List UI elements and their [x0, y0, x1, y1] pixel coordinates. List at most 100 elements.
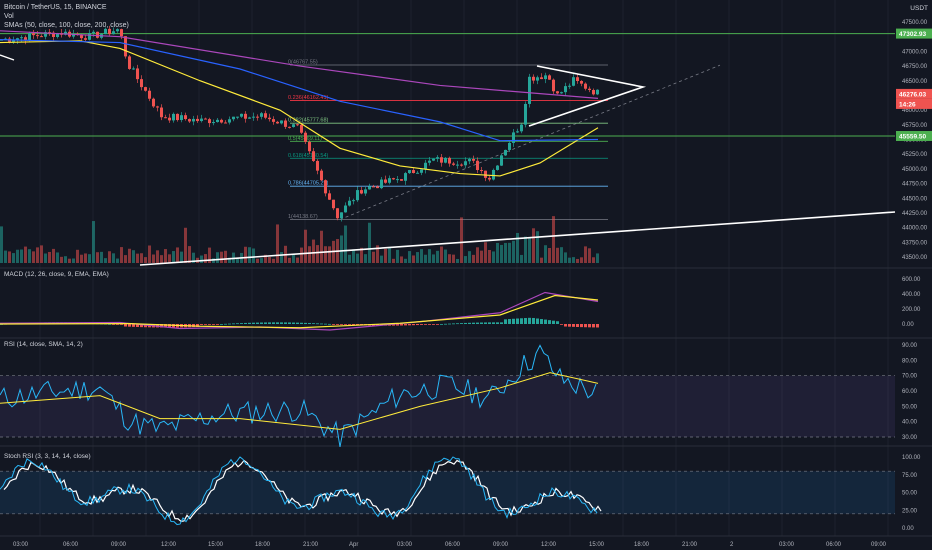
candle: [468, 159, 471, 162]
candle: [320, 170, 323, 181]
rsi-title: RSI (14, close, SMA, 14, 2): [4, 341, 83, 348]
volume-bar: [36, 247, 39, 263]
volume-bar: [392, 258, 395, 263]
candle: [248, 117, 251, 119]
volume-bar: [220, 251, 223, 263]
triangle-pattern: [528, 65, 647, 127]
macd-histogram-bar: [236, 323, 239, 325]
rsi-band: [0, 375, 895, 437]
price-tick-label: 47000.00: [902, 49, 928, 55]
time-tick-label: 18:00: [255, 542, 271, 548]
macd-histogram-bar: [544, 319, 547, 324]
candle: [184, 115, 187, 120]
volume-bar: [396, 249, 399, 263]
candle: [28, 33, 31, 41]
volume-bar: [52, 248, 55, 263]
volume-bar: [264, 254, 267, 263]
candle: [144, 87, 147, 91]
macd-histogram-bar: [312, 323, 315, 324]
rsi-tick-label: 60.00: [902, 389, 918, 395]
macd-histogram-bar: [536, 318, 539, 324]
candle: [412, 170, 415, 174]
volume-bar: [32, 251, 35, 263]
candle: [156, 106, 159, 108]
time-tick-label: 09:00: [493, 542, 509, 548]
volume-bar: [508, 242, 511, 263]
currency-selector[interactable]: USDT: [910, 5, 928, 12]
candle: [32, 33, 35, 36]
volume-bar: [0, 226, 3, 263]
candle: [596, 89, 599, 95]
stoch-band: [0, 471, 895, 514]
volume-bar: [492, 251, 495, 263]
candle: [168, 117, 171, 121]
volume-bar: [276, 224, 279, 263]
candle: [64, 31, 67, 35]
macd-histogram-bar: [244, 322, 247, 324]
candle: [484, 170, 487, 178]
volume-bar: [576, 258, 579, 263]
macd-histogram-bar: [520, 318, 523, 324]
price-tick-label: 44000.00: [902, 226, 928, 232]
volume-bar: [548, 247, 551, 263]
candle: [208, 119, 211, 124]
sma-legend[interactable]: SMAs (50, close, 100, close, 200, close): [4, 22, 129, 29]
candle: [120, 29, 123, 37]
volume-bar: [308, 246, 311, 263]
volume-bar: [476, 247, 479, 263]
candle: [228, 119, 231, 123]
candle: [548, 75, 551, 80]
volume-bar: [224, 250, 227, 263]
candle: [204, 118, 207, 120]
volume-bar: [416, 252, 419, 263]
macd-histogram-bar: [116, 324, 119, 325]
volume-bar: [320, 230, 323, 263]
candle: [256, 116, 259, 118]
fib-level-label: 0(46767.55): [288, 60, 318, 66]
candle: [396, 179, 399, 181]
macd-histogram-bar: [272, 322, 275, 324]
time-tick-label: 21:00: [303, 542, 319, 548]
candle: [328, 193, 331, 200]
candle: [416, 172, 419, 174]
volume-bar: [540, 257, 543, 263]
stoch-title: Stoch RSI (3, 3, 14, 14, close): [4, 453, 91, 460]
volume-bar: [208, 247, 211, 263]
candle: [308, 141, 311, 152]
volume-bar: [16, 249, 19, 263]
candle: [380, 179, 383, 189]
candle: [544, 75, 547, 80]
macd-histogram-bar: [348, 324, 351, 325]
volume-bar: [344, 225, 347, 263]
volume-bar: [20, 249, 23, 263]
macd-histogram-bar: [476, 322, 479, 324]
macd-histogram-bar: [208, 324, 211, 325]
candle: [164, 117, 167, 119]
macd-histogram-bar: [400, 324, 403, 326]
candle: [140, 79, 143, 88]
volume-bar: [528, 237, 531, 263]
price-tick-label: 46000.00: [902, 108, 928, 114]
volume-bar: [384, 248, 387, 263]
macd-histogram-bar: [132, 324, 135, 327]
time-tick-label: 03:00: [13, 542, 29, 548]
macd-histogram-bar: [552, 320, 555, 324]
candle: [372, 186, 375, 188]
volume-bar: [256, 258, 259, 263]
candle: [192, 118, 195, 122]
price-badge-label: 45559.50: [899, 134, 926, 141]
macd-histogram-bar: [404, 324, 407, 326]
macd-histogram-bar: [308, 323, 311, 324]
candle: [580, 80, 583, 84]
time-tick-label: 18:00: [634, 542, 650, 548]
macd-histogram-bar: [592, 324, 595, 328]
volume-bar: [532, 228, 535, 263]
macd-histogram-bar: [480, 322, 483, 324]
macd-histogram-bar: [584, 324, 587, 328]
macd-histogram-bar: [528, 317, 531, 324]
candle: [344, 205, 347, 213]
macd-histogram-bar: [568, 324, 571, 327]
rsi-tick-label: 50.00: [902, 404, 918, 410]
volume-bar: [140, 253, 143, 263]
